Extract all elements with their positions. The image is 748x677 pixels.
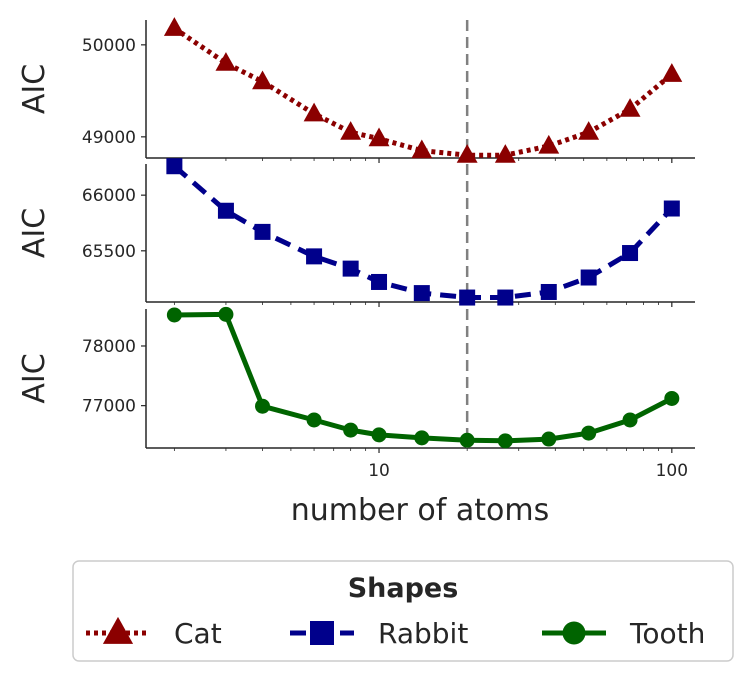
y-tick-label: 65500 [82,242,136,262]
series-line [172,26,674,158]
data-point [163,17,185,36]
data-point [459,289,476,306]
data-point [540,283,557,300]
y-tick-label: 66000 [82,186,136,206]
data-point [218,306,234,322]
series-rabbit [166,158,680,306]
data-point [414,430,430,446]
data-point [578,121,600,140]
data-point [342,260,359,277]
data-point [413,285,430,302]
data-point [371,427,387,443]
data-point [581,425,597,441]
legend-entry-tooth: Tooth [542,617,705,650]
data-point [580,269,597,286]
panel-1: 49000 50000 AIC [17,17,695,163]
data-point [497,433,513,449]
panel-3: 77000 78000 AIC [17,306,695,453]
data-point [340,121,362,140]
legend-entries: Cat Rabbit Tooth [86,616,705,650]
data-point [368,127,390,147]
y-axis-label: AIC [17,353,52,403]
data-point [166,158,183,175]
data-point [371,273,388,290]
data-point [622,245,639,262]
y-tick-label: 50000 [82,36,136,56]
legend-marker [102,616,134,644]
data-point [541,431,557,447]
data-point [255,398,271,414]
data-point [494,144,516,163]
y-axis-label: AIC [17,64,52,114]
data-point [217,202,234,219]
series-line [172,164,674,300]
data-point [661,63,683,82]
data-point [619,98,641,117]
legend: Shapes Cat Rabbit Tooth [72,560,734,662]
y-tick-label: 49000 [82,128,136,148]
y-axis-label: AIC [17,208,52,258]
data-point [497,289,514,306]
x-axis-label: number of atoms [291,493,549,528]
legend-label: Tooth [629,617,705,650]
chart-panels: 49000 50000 AIC 65500 66000 AIC 77000 78000 AIC 1… [17,17,695,481]
data-point [166,307,182,323]
series-line [174,311,673,444]
data-point [622,412,638,428]
data-point [306,248,323,265]
legend-label: Rabbit [378,617,468,650]
legend-entry-cat: Cat [86,616,222,650]
data-point [343,422,359,438]
x-tick-label: 100 [656,461,688,481]
data-point [303,102,325,122]
data-point [215,52,237,71]
panel-2: 65500 66000 AIC [17,158,695,307]
data-point [254,223,271,240]
data-point [459,432,475,448]
legend-title: Shapes [348,573,459,604]
y-tick-label: 78000 [82,337,136,357]
x-tick-label: 10 [368,461,390,481]
data-point [456,144,478,163]
data-point [306,412,322,428]
legend-label: Cat [174,617,222,650]
data-point [663,200,680,217]
series-tooth [166,306,680,449]
data-point [411,139,433,159]
legend-marker [310,621,334,645]
series-cat [163,17,683,163]
data-point [664,390,680,406]
data-point [252,70,273,90]
data-point [538,134,560,154]
y-tick-label: 77000 [82,397,136,417]
legend-entry-rabbit: Rabbit [290,617,468,650]
legend-marker [562,621,586,645]
